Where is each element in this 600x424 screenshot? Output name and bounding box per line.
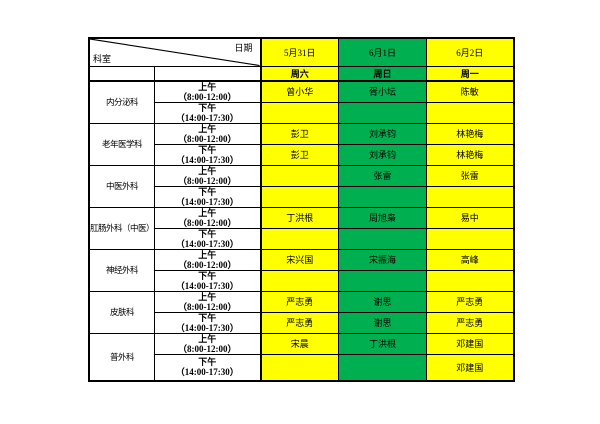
schedule-row: 下午 （14:00-17:30） 邓建国 [89, 353, 515, 382]
schedule-cell: 谢思 [338, 290, 428, 313]
schedule-cell: 胥小坛 [338, 80, 428, 103]
date-header-1: 6月1日 [338, 37, 428, 67]
schedule-cell [426, 185, 515, 208]
schedule-cell: 陈敏 [426, 80, 515, 103]
date-header-0: 5月31日 [259, 37, 340, 67]
department-name: 肛肠外科（中医） [88, 206, 156, 250]
schedule-cell: 宋振海 [338, 248, 428, 271]
schedule-cell: 邓建国 [426, 353, 515, 382]
blank-cell [88, 65, 156, 82]
department-name: 神经外科 [88, 248, 156, 292]
diagonal-dept-label: 科室 [93, 53, 112, 64]
time-slot-label: 下午 （14:00-17:30） [154, 227, 262, 250]
diagonal-date-label: 日期 [234, 43, 253, 53]
schedule-cell: 张雷 [426, 164, 515, 187]
schedule-cell: 张雷 [338, 164, 428, 187]
schedule-body: 内分泌科 上午 （8:00-12:00） 曾小华 胥小坛 陈敏 下午 （14:00-17:30… [88, 80, 515, 382]
schedule-row: 下午 （14:00-17:30） [89, 227, 515, 250]
schedule-cell: 易中 [426, 206, 515, 229]
schedule-row: 下午 （14:00-17:30） 严志勇 谢思 严志勇 [89, 311, 515, 334]
schedule-cell: 周旭枭 [338, 206, 428, 229]
schedule-row: 下午 （14:00-17:30） [89, 101, 515, 124]
time-slot-label: 上午 （8:00-12:00） [154, 80, 262, 103]
schedule-cell: 谢思 [338, 311, 428, 334]
schedule-cell [426, 269, 515, 292]
schedule-row: 肛肠外科（中医） 上午 （8:00-12:00） 丁洪根 周旭枭 易中 [88, 206, 515, 250]
schedule-cell: 严志勇 [259, 290, 340, 313]
diagonal-header-cell: 日期 科室 [88, 37, 262, 67]
schedule-cell: 林艳梅 [426, 122, 515, 145]
schedule-row: 下午 （14:00-17:30） 彭卫 刘承钧 林艳梅 [89, 143, 515, 166]
diagonal-line [90, 39, 260, 65]
schedule-cell [338, 227, 428, 250]
schedule-cell [338, 185, 428, 208]
time-slot-label: 上午 （8:00-12:00） [154, 290, 262, 313]
time-slot-label: 下午 （14:00-17:30） [154, 269, 262, 292]
weekday-1: 周日 [338, 65, 428, 82]
schedule-cell: 曾小华 [259, 80, 340, 103]
department-name: 老年医学科 [88, 122, 156, 166]
duty-schedule-table: 日期 科室 5月31日 6月1日 6月2日 周六 周日 周一 内分泌科 上午 （8:… [88, 37, 515, 382]
schedule-cell: 严志勇 [426, 311, 515, 334]
schedule-cell: 彭卫 [259, 122, 340, 145]
schedule-cell [338, 269, 428, 292]
schedule-cell: 刘承钧 [338, 143, 428, 166]
schedule-cell: 刘承钧 [338, 122, 428, 145]
department-name: 内分泌科 [88, 80, 156, 124]
schedule-cell [426, 101, 515, 124]
department-name: 皮肤科 [88, 290, 156, 334]
schedule-row: 神经外科 上午 （8:00-12:00） 宋兴国 宋振海 高峰 [88, 248, 515, 292]
schedule-cell: 高峰 [426, 248, 515, 271]
schedule-cell: 丁洪根 [259, 206, 340, 229]
schedule-cell [259, 101, 340, 124]
schedule-cell [259, 185, 340, 208]
schedule-cell [426, 227, 515, 250]
schedule-cell [259, 164, 340, 187]
schedule-cell [338, 101, 428, 124]
schedule-cell: 林艳梅 [426, 143, 515, 166]
schedule-cell [338, 353, 428, 382]
schedule-row: 皮肤科 上午 （8:00-12:00） 严志勇 谢思 严志勇 [88, 290, 515, 334]
date-header-row: 日期 科室 5月31日 6月1日 6月2日 [88, 37, 515, 67]
schedule-cell: 宋晨 [259, 332, 340, 355]
department-name: 中医外科 [88, 164, 156, 208]
time-slot-label: 上午 （8:00-12:00） [154, 206, 262, 229]
time-slot-label: 下午 （14:00-17:30） [154, 185, 262, 208]
schedule-cell: 严志勇 [259, 311, 340, 334]
schedule-row: 老年医学科 上午 （8:00-12:00） 彭卫 刘承钧 林艳梅 [88, 122, 515, 166]
time-slot-label: 下午 （14:00-17:30） [154, 353, 262, 382]
time-slot-label: 上午 （8:00-12:00） [154, 248, 262, 271]
schedule-cell [259, 353, 340, 382]
schedule-cell [259, 269, 340, 292]
time-slot-label: 上午 （8:00-12:00） [154, 164, 262, 187]
time-slot-label: 上午 （8:00-12:00） [154, 332, 262, 355]
schedule-cell: 严志勇 [426, 290, 515, 313]
time-slot-label: 下午 （14:00-17:30） [154, 311, 262, 334]
schedule-cell: 邓建国 [426, 332, 515, 355]
weekday-0: 周六 [259, 65, 340, 82]
schedule-row: 内分泌科 上午 （8:00-12:00） 曾小华 胥小坛 陈敏 [88, 80, 515, 124]
date-header-2: 6月2日 [426, 37, 515, 67]
time-slot-label: 下午 （14:00-17:30） [154, 101, 262, 124]
schedule-cell: 丁洪根 [338, 332, 428, 355]
time-slot-label: 上午 （8:00-12:00） [154, 122, 262, 145]
department-name: 普外科 [88, 332, 156, 382]
blank-cell [154, 65, 262, 82]
schedule-row: 普外科 上午 （8:00-12:00） 宋晨 丁洪根 邓建国 [88, 332, 515, 382]
weekday-row: 周六 周日 周一 [88, 65, 515, 82]
schedule-cell: 宋兴国 [259, 248, 340, 271]
schedule-cell: 彭卫 [259, 143, 340, 166]
schedule-row: 中医外科 上午 （8:00-12:00） 张雷 张雷 [88, 164, 515, 208]
weekday-2: 周一 [426, 65, 515, 82]
time-slot-label: 下午 （14:00-17:30） [154, 143, 262, 166]
schedule-row: 下午 （14:00-17:30） [89, 185, 515, 208]
schedule-cell [259, 227, 340, 250]
